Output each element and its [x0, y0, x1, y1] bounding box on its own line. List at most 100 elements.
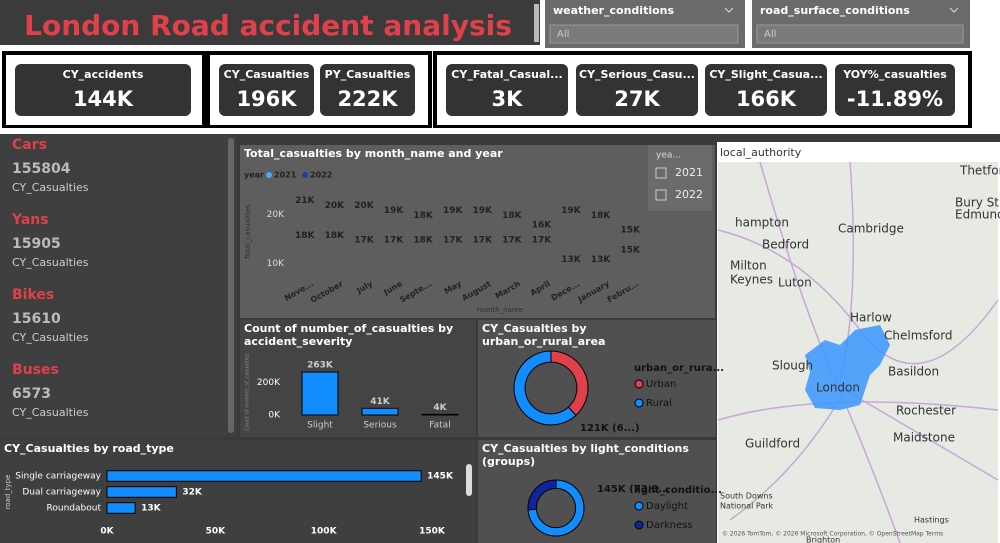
y-axis-title: Total_casualties [244, 204, 252, 260]
kpi-value: 222K [337, 87, 398, 111]
legend-label: Daylight [646, 501, 688, 512]
title-line: Count of number_of_casualties by [244, 322, 453, 335]
map-title: local_authority [720, 146, 802, 159]
data-label: 19K [384, 206, 405, 216]
slicer-title: road_surface_conditions [760, 4, 910, 17]
slicer-title: weather_conditions [553, 4, 674, 17]
vehicle-name: Bikes [12, 287, 54, 303]
chart-panel [0, 440, 475, 543]
pie-slice [527, 479, 557, 511]
legend-marker [634, 379, 644, 389]
checkbox[interactable] [655, 189, 667, 201]
checkbox[interactable] [655, 167, 667, 179]
map-label: Brighton [806, 536, 840, 543]
data-label: 19K [443, 206, 464, 216]
vehicle-value: 155804 [12, 161, 71, 177]
vehicle-measure: CY_Casualties [12, 181, 89, 194]
scrollbar [228, 138, 234, 433]
map-label: Keynes [730, 273, 773, 287]
data-label: 18K [502, 211, 523, 221]
vehicle-value: 15610 [12, 311, 61, 327]
legend-label: 2021 [274, 171, 297, 180]
vehicle-value: 15905 [12, 236, 61, 252]
kpi-title: CY_accidents [63, 68, 144, 81]
data-label: 13K [141, 504, 162, 514]
chevron [724, 7, 734, 13]
kpi-card [576, 64, 698, 116]
legend-marker [266, 172, 272, 178]
x-tick-label: Fatal [429, 421, 450, 431]
data-label: 15K [620, 225, 641, 235]
data-label: 17K [502, 236, 523, 246]
dashboard-title: London Road accident analysis [24, 9, 512, 42]
kpi-title: CY_Slight_Casua... [709, 68, 822, 81]
data-label: 4K [433, 403, 447, 413]
data-label: 41K [370, 397, 391, 407]
bar [301, 371, 339, 416]
pie-slice [527, 479, 585, 537]
x-tick-label: 0K [100, 527, 114, 537]
data-label: 18K [295, 231, 316, 241]
data-label: 17K [384, 236, 405, 246]
data-label: 18K [413, 236, 434, 246]
kpi-card [835, 64, 955, 116]
slicer-dropdown[interactable] [756, 24, 964, 44]
x-tick-label: Serious [363, 421, 397, 431]
data-label: 121K (6...) [580, 423, 640, 434]
map-label: Milton [730, 259, 767, 273]
chevron [949, 7, 959, 13]
y-tick-label: 200K [257, 378, 281, 388]
pie-slice [513, 350, 577, 426]
title-line: CY_Casualties by [482, 322, 587, 335]
chart-panel [240, 145, 715, 318]
map-label: Luton [778, 276, 812, 290]
legend-title: year [244, 171, 264, 180]
slicer-value: All [764, 29, 776, 40]
data-label: 145K (73.8... [597, 484, 670, 495]
chart-title: CY_Casualties by road_type [4, 442, 174, 455]
legend-label: Rural [646, 398, 672, 409]
kpi-title: CY_Fatal_Casual... [451, 68, 562, 81]
card-strip [0, 128, 1000, 134]
data-label: 263K [307, 361, 334, 371]
scrollbar [466, 464, 472, 496]
chart-panel [240, 320, 476, 437]
chart-panel [478, 440, 716, 543]
title-line: accident_severity [244, 335, 352, 348]
chart-title: Count of number_of_casualties by accident… [244, 322, 453, 348]
legend-marker [634, 501, 644, 511]
y-tick-label: 0K [268, 411, 281, 421]
map-label: Bedford [762, 238, 809, 252]
data-label: 18K [325, 231, 346, 241]
vehicle-value: 6573 [12, 386, 51, 402]
map-label: Edmund [955, 208, 1000, 222]
y-tick-label: 20K [267, 210, 285, 220]
title-bar [0, 0, 540, 45]
slicer-dropdown[interactable] [549, 24, 739, 44]
data-label: 18K [413, 211, 434, 221]
kpi-card [446, 64, 568, 116]
legend-label: Darkness [646, 520, 693, 531]
vehicle-measure: CY_Casualties [12, 406, 89, 419]
bar [421, 413, 459, 416]
map-label: Harlow [850, 311, 892, 325]
data-label: 13K [561, 255, 582, 265]
kpi-value: 196K [236, 87, 297, 111]
kpi-title: CY_Casualties [224, 68, 310, 81]
title-line: (groups) [482, 455, 535, 468]
kpi-value: 166K [736, 87, 797, 111]
vehicle-name: Buses [12, 362, 59, 378]
x-tick-label: 100K [311, 527, 338, 537]
data-label: 17K [473, 236, 494, 246]
kpi-value: -11.89% [847, 87, 943, 111]
map-label: hampton [735, 216, 789, 230]
legend-marker [634, 520, 644, 530]
bar [106, 486, 177, 498]
map-label: London [816, 381, 860, 395]
y-tick-label: Dual carriageway [22, 488, 101, 498]
bar [106, 470, 422, 482]
data-label: 21K [295, 196, 316, 206]
y-tick-label: Single carriageway [15, 472, 101, 482]
